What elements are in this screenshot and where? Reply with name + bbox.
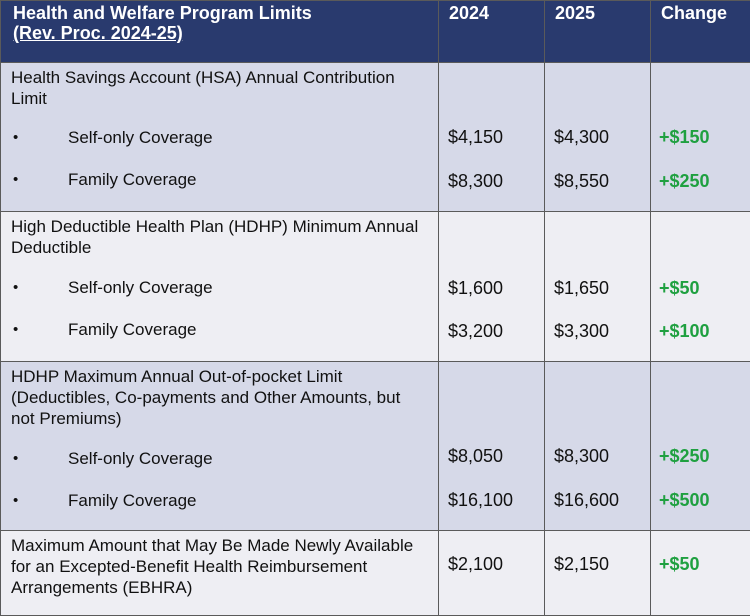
change-value: +$100: [659, 321, 710, 342]
sub-label: Family Coverage: [68, 490, 197, 511]
header-title: Health and Welfare Program Limits (Rev. …: [1, 1, 439, 63]
bullet: •: [13, 169, 18, 190]
section-title: Maximum Amount that May Be Made Newly Av…: [1, 531, 438, 598]
bullet: •: [13, 319, 18, 340]
header-title-line1: Health and Welfare Program Limits: [13, 3, 430, 23]
section-label-cell: HDHP Maximum Annual Out-of-pocket Limit …: [1, 362, 439, 531]
change-value: +$150: [659, 127, 710, 148]
value-2024: $16,100: [448, 490, 513, 511]
bullet: •: [13, 277, 18, 298]
value-2025: $3,300: [554, 321, 609, 342]
section-label-cell: Health Savings Account (HSA) Annual Cont…: [1, 63, 439, 212]
section-title: HDHP Maximum Annual Out-of-pocket Limit …: [1, 362, 438, 429]
value-2024: $2,100: [448, 554, 503, 575]
value-2024-cell: $2,100: [439, 531, 545, 616]
section-label-cell: Maximum Amount that May Be Made Newly Av…: [1, 531, 439, 616]
value-2024-cell: $1,600 $3,200: [439, 212, 545, 362]
value-2025-cell: $8,300 $16,600: [545, 362, 651, 531]
value-2024-cell: $4,150 $8,300: [439, 63, 545, 212]
value-2024: $4,150: [448, 127, 503, 148]
section-hdhp-oop: HDHP Maximum Annual Out-of-pocket Limit …: [1, 362, 750, 531]
bullet: •: [13, 127, 18, 148]
sub-label: Self-only Coverage: [68, 448, 213, 469]
bullet: •: [13, 490, 18, 511]
change-cell: +$150 +$250: [651, 63, 750, 212]
value-2024: $3,200: [448, 321, 503, 342]
value-2025-cell: $2,150: [545, 531, 651, 616]
change-value: +$50: [659, 554, 700, 575]
section-ebhra: Maximum Amount that May Be Made Newly Av…: [1, 531, 750, 616]
value-2024: $1,600: [448, 278, 503, 299]
value-2025-cell: $1,650 $3,300: [545, 212, 651, 362]
change-cell: +$50 +$100: [651, 212, 750, 362]
section-title: Health Savings Account (HSA) Annual Cont…: [1, 63, 438, 109]
sub-label: Self-only Coverage: [68, 127, 213, 148]
sub-label: Family Coverage: [68, 169, 197, 190]
sub-label: Self-only Coverage: [68, 277, 213, 298]
value-2025: $4,300: [554, 127, 609, 148]
change-value: +$500: [659, 490, 710, 511]
change-cell: +$50: [651, 531, 750, 616]
header-citation: (Rev. Proc. 2024-25): [13, 23, 430, 43]
value-2025: $16,600: [554, 490, 619, 511]
value-2025: $2,150: [554, 554, 609, 575]
value-2024: $8,300: [448, 171, 503, 192]
bullet: •: [13, 448, 18, 469]
header-2025: 2025: [545, 1, 651, 63]
change-value: +$250: [659, 171, 710, 192]
section-title: High Deductible Health Plan (HDHP) Minim…: [1, 212, 438, 258]
change-value: +$50: [659, 278, 700, 299]
header-row: Health and Welfare Program Limits (Rev. …: [1, 1, 750, 63]
value-2025: $1,650: [554, 278, 609, 299]
section-hdhp-deductible: High Deductible Health Plan (HDHP) Minim…: [1, 212, 750, 362]
sub-label: Family Coverage: [68, 319, 197, 340]
value-2025-cell: $4,300 $8,550: [545, 63, 651, 212]
value-2024: $8,050: [448, 446, 503, 467]
header-change: Change: [651, 1, 750, 63]
change-value: +$250: [659, 446, 710, 467]
section-label-cell: High Deductible Health Plan (HDHP) Minim…: [1, 212, 439, 362]
value-2025: $8,300: [554, 446, 609, 467]
value-2025: $8,550: [554, 171, 609, 192]
section-hsa: Health Savings Account (HSA) Annual Cont…: [1, 63, 750, 212]
header-2024: 2024: [439, 1, 545, 63]
change-cell: +$250 +$500: [651, 362, 750, 531]
value-2024-cell: $8,050 $16,100: [439, 362, 545, 531]
